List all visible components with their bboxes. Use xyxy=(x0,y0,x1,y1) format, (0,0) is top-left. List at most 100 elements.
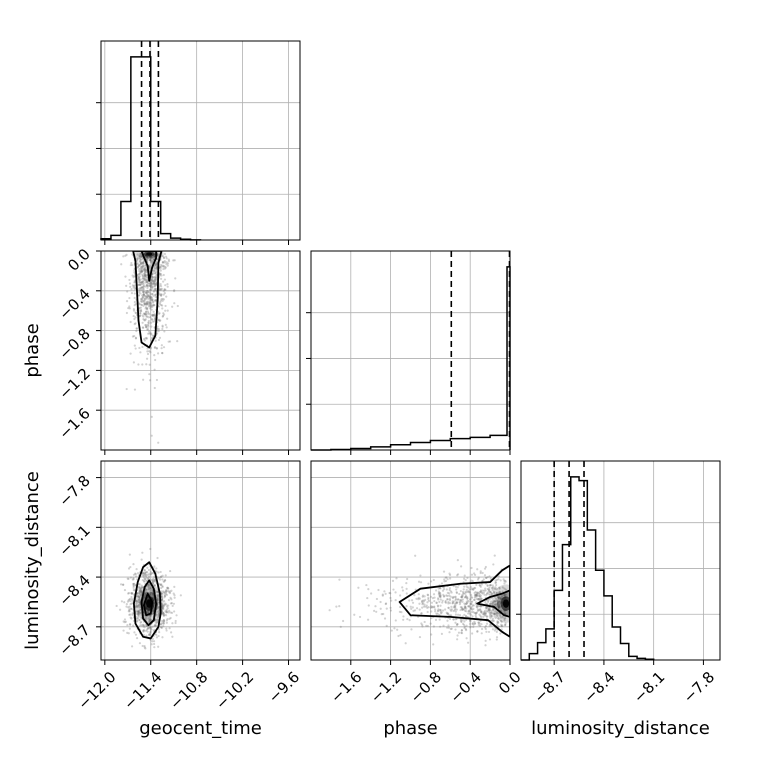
scatter-point xyxy=(504,579,507,582)
scatter-point xyxy=(138,587,141,590)
scatter-point xyxy=(131,591,134,595)
scatter-point xyxy=(144,588,147,591)
scatter-point xyxy=(120,263,123,266)
scatter-point xyxy=(164,323,167,326)
scatter-point xyxy=(129,352,132,355)
scatter-point xyxy=(504,580,507,583)
scatter-point xyxy=(131,274,134,277)
scatter-point xyxy=(145,579,148,582)
scatter-point xyxy=(169,596,172,599)
scatter-point xyxy=(144,276,148,279)
scatter-point xyxy=(123,618,127,621)
scatter-point xyxy=(150,261,154,264)
scatter-point xyxy=(462,588,465,591)
scatter-point xyxy=(142,625,145,628)
scatter-point xyxy=(138,619,141,622)
scatter-point xyxy=(488,589,491,592)
scatter-point xyxy=(144,285,147,288)
scatter-point xyxy=(448,572,451,575)
scatter-point xyxy=(136,592,139,595)
scatter-point xyxy=(495,599,499,602)
scatter-point xyxy=(135,636,139,640)
scatter-point xyxy=(480,605,483,608)
scatter-point xyxy=(456,598,459,601)
contour-line xyxy=(476,589,510,618)
scatter-point xyxy=(497,625,500,628)
scatter-point xyxy=(155,610,158,614)
scatter-point xyxy=(478,595,481,598)
scatter-point xyxy=(144,337,147,340)
y-tick-label: −1.2 xyxy=(55,365,93,403)
scatter-point xyxy=(495,613,498,616)
scatter-point xyxy=(494,603,497,606)
scatter-point xyxy=(484,611,487,615)
scatter-point xyxy=(454,613,458,616)
scatter-point xyxy=(370,592,373,595)
scatter-point xyxy=(490,611,493,614)
scatter-point xyxy=(146,352,150,356)
scatter-point xyxy=(132,576,135,580)
scatter-point xyxy=(154,293,157,297)
scatter-point xyxy=(161,636,164,639)
scatter-point xyxy=(466,605,470,608)
scatter-point xyxy=(125,387,128,391)
scatter-point xyxy=(155,624,158,627)
scatter-point xyxy=(159,583,162,587)
scatter-point xyxy=(421,606,424,609)
scatter-point xyxy=(139,271,142,274)
scatter-point xyxy=(164,589,167,592)
scatter-point xyxy=(127,567,131,570)
scatter-point xyxy=(456,623,459,626)
scatter-point xyxy=(169,611,172,614)
scatter-point xyxy=(145,574,148,577)
scatter-point xyxy=(399,594,402,597)
scatter-point xyxy=(138,314,142,317)
scatter-point xyxy=(145,307,149,310)
scatter-point xyxy=(492,600,495,603)
scatter-point xyxy=(158,319,161,322)
scatter-point xyxy=(498,586,501,589)
scatter-point xyxy=(379,600,382,604)
scatter-point xyxy=(145,279,148,282)
scatter-point xyxy=(497,575,500,578)
scatter-point xyxy=(149,630,152,633)
scatter-point xyxy=(160,298,163,301)
scatter-point xyxy=(503,619,506,622)
scatter-point xyxy=(147,616,150,620)
scatter-point xyxy=(435,601,438,605)
scatter-point xyxy=(176,304,179,308)
scatter-point xyxy=(147,285,150,288)
scatter-point xyxy=(459,608,462,612)
scatter-point xyxy=(162,613,165,616)
scatter-point xyxy=(494,610,497,613)
scatter-point xyxy=(475,595,478,598)
histogram-geocent_time xyxy=(96,40,301,245)
scatter-point xyxy=(438,595,442,598)
scatter-point xyxy=(495,630,498,633)
scatter-point xyxy=(455,608,458,611)
scatter-point xyxy=(160,294,163,297)
scatter-point xyxy=(149,628,152,631)
scatter-point xyxy=(136,610,140,613)
scatter-point xyxy=(474,614,477,617)
scatter-point xyxy=(474,593,477,596)
panel-background xyxy=(101,251,300,450)
scatter-point xyxy=(454,604,457,607)
scatter-point xyxy=(145,283,148,287)
scatter-point xyxy=(173,610,176,613)
scatter-point xyxy=(161,260,165,264)
scatter-point xyxy=(164,592,168,595)
scatter-point xyxy=(145,610,149,614)
y-tick-label: 0.0 xyxy=(64,245,94,275)
scatter-point xyxy=(128,627,131,630)
scatter-point xyxy=(455,601,458,604)
scatter-point xyxy=(138,264,141,267)
scatter-point xyxy=(484,600,487,604)
scatter-point xyxy=(151,318,154,321)
scatter-point xyxy=(144,291,148,295)
scatter-point xyxy=(451,597,455,600)
scatter-point xyxy=(142,290,145,293)
scatter-point xyxy=(145,634,148,637)
scatter-point xyxy=(131,263,134,267)
scatter-point xyxy=(499,605,502,608)
